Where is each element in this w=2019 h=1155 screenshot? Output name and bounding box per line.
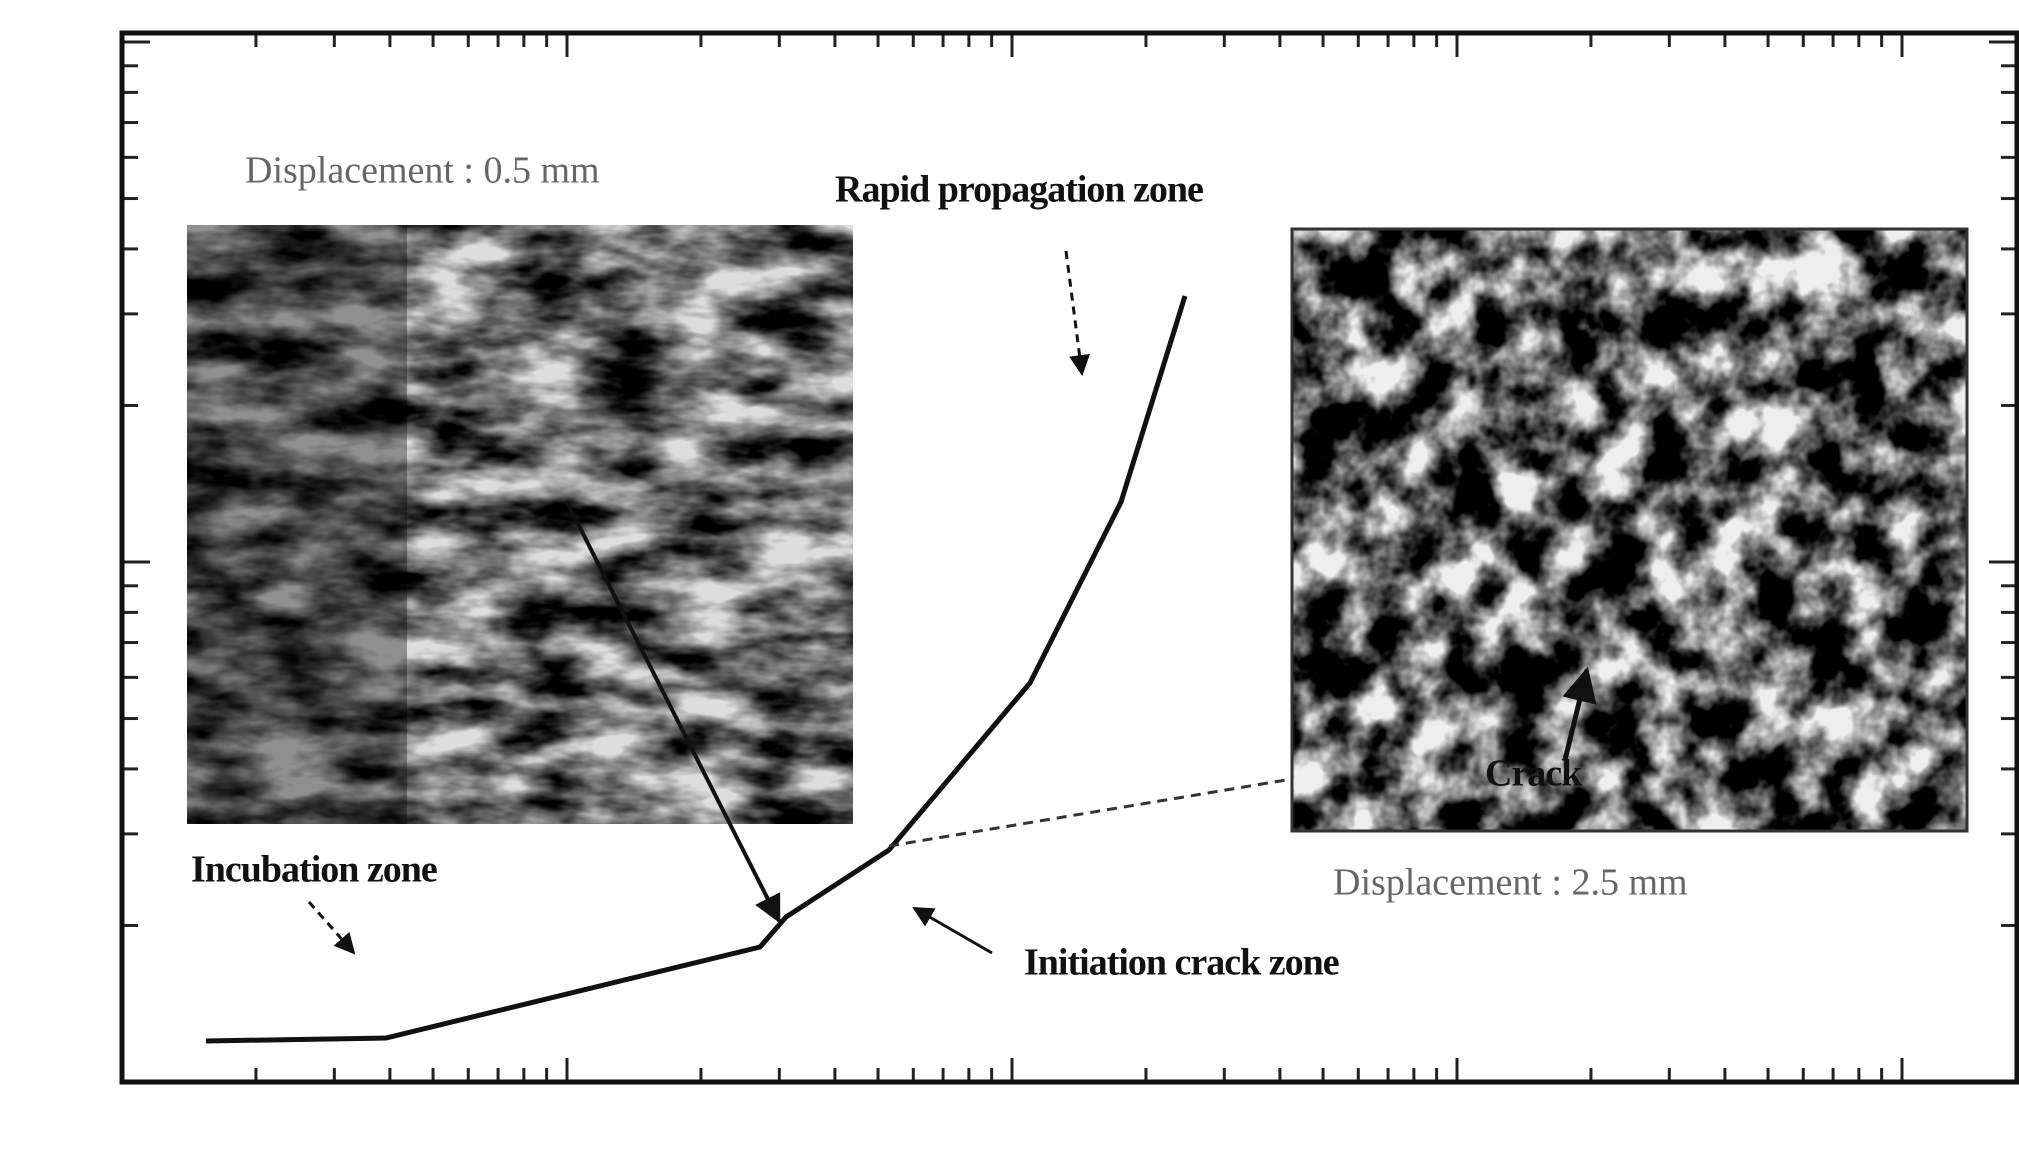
crack-label: Crack [1485, 753, 1583, 795]
connector [889, 779, 1292, 846]
inset-caption: Displacement : 0.5 mm [245, 150, 600, 192]
zone-label: Rapid propagation zone [835, 169, 1203, 211]
arrow [914, 908, 992, 953]
zone-label: Initiation crack zone [1024, 942, 1339, 984]
right-inset [1292, 229, 1967, 831]
arrow [309, 902, 354, 953]
inset-caption: Displacement : 2.5 mm [1333, 862, 1688, 904]
figure: Displacement : 0.5 mm Rapid propagation … [0, 0, 2019, 1150]
zone-label: Incubation zone [191, 849, 437, 891]
arrow [1066, 251, 1082, 374]
left-inset [187, 225, 853, 824]
